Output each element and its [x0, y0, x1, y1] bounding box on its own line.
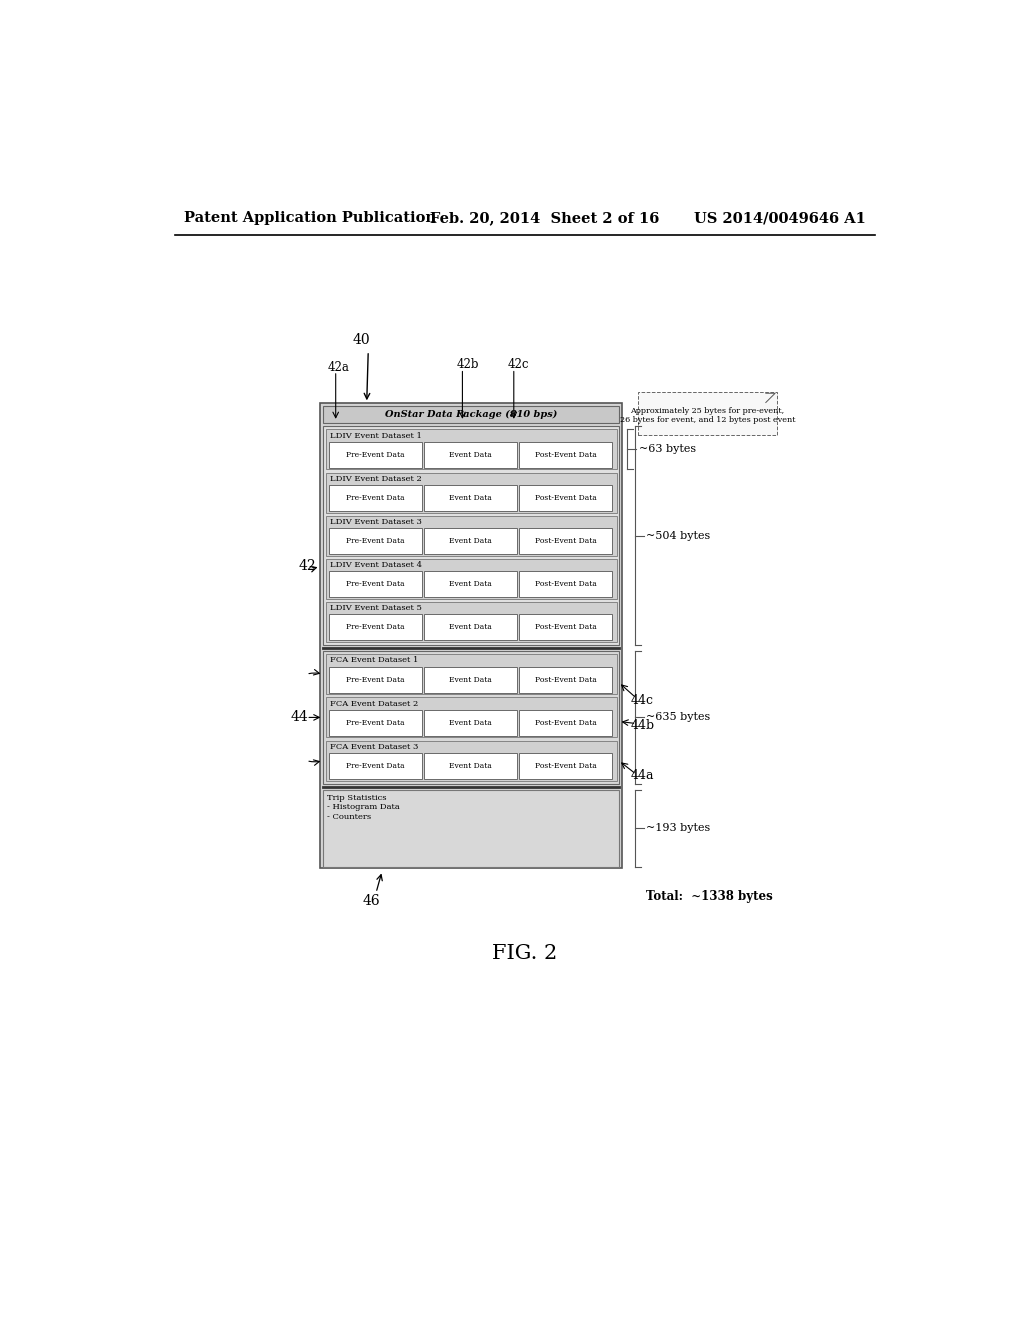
Bar: [329, 614, 422, 640]
Text: LDIV Event Dataset 2: LDIV Event Dataset 2: [330, 475, 421, 483]
Bar: [519, 752, 612, 779]
Bar: [329, 484, 422, 511]
Text: 42a: 42a: [328, 362, 350, 375]
Bar: [519, 528, 612, 554]
Bar: [324, 651, 620, 784]
Text: Pre-Event Data: Pre-Event Data: [346, 494, 404, 502]
Text: ~193 bytes: ~193 bytes: [646, 824, 711, 833]
Text: Pre-Event Data: Pre-Event Data: [346, 451, 404, 459]
Text: Event Data: Event Data: [450, 581, 492, 589]
Text: Event Data: Event Data: [450, 494, 492, 502]
Text: ~504 bytes: ~504 bytes: [646, 531, 711, 541]
Bar: [326, 655, 617, 694]
Text: Post-Event Data: Post-Event Data: [535, 623, 597, 631]
Text: Post-Event Data: Post-Event Data: [535, 494, 597, 502]
Bar: [424, 572, 517, 598]
Text: Pre-Event Data: Pre-Event Data: [346, 676, 404, 684]
Text: Total:  ~1338 bytes: Total: ~1338 bytes: [646, 890, 773, 903]
Text: Pre-Event Data: Pre-Event Data: [346, 537, 404, 545]
Bar: [329, 442, 422, 469]
Bar: [326, 516, 617, 556]
Bar: [329, 710, 422, 737]
Text: LDIV Event Dataset 1: LDIV Event Dataset 1: [330, 432, 421, 440]
Text: FIG. 2: FIG. 2: [493, 944, 557, 962]
Text: Event Data: Event Data: [450, 451, 492, 459]
Text: Approximately 25 bytes for pre-event,
26 bytes for event, and 12 bytes post even: Approximately 25 bytes for pre-event, 26…: [620, 407, 795, 424]
Text: Pre-Event Data: Pre-Event Data: [346, 762, 404, 770]
Text: 46: 46: [362, 894, 381, 908]
Bar: [424, 614, 517, 640]
Bar: [424, 710, 517, 737]
Text: Post-Event Data: Post-Event Data: [535, 581, 597, 589]
Bar: [321, 404, 623, 869]
Bar: [424, 484, 517, 511]
Text: Post-Event Data: Post-Event Data: [535, 537, 597, 545]
Bar: [519, 572, 612, 598]
Bar: [519, 442, 612, 469]
Text: US 2014/0049646 A1: US 2014/0049646 A1: [693, 211, 865, 226]
Text: Pre-Event Data: Pre-Event Data: [346, 581, 404, 589]
Text: LDIV Event Dataset 4: LDIV Event Dataset 4: [330, 561, 422, 569]
Text: Post-Event Data: Post-Event Data: [535, 762, 597, 770]
Text: Event Data: Event Data: [450, 719, 492, 727]
Bar: [424, 528, 517, 554]
Bar: [329, 528, 422, 554]
Text: Event Data: Event Data: [450, 623, 492, 631]
Text: Pre-Event Data: Pre-Event Data: [346, 719, 404, 727]
Bar: [326, 429, 617, 470]
Text: Event Data: Event Data: [450, 762, 492, 770]
Bar: [324, 407, 620, 424]
Bar: [329, 667, 422, 693]
Text: OnStar Data Package (810 bps): OnStar Data Package (810 bps): [385, 411, 557, 420]
Bar: [424, 442, 517, 469]
Text: - Counters: - Counters: [328, 813, 372, 821]
Bar: [326, 558, 617, 599]
Bar: [324, 426, 620, 645]
Text: 42: 42: [299, 560, 316, 573]
Text: ~63 bytes: ~63 bytes: [639, 445, 696, 454]
Bar: [424, 752, 517, 779]
Bar: [326, 473, 617, 512]
Text: ~635 bytes: ~635 bytes: [646, 713, 711, 722]
Bar: [424, 667, 517, 693]
Bar: [324, 789, 620, 867]
Text: 44b: 44b: [631, 718, 655, 731]
Bar: [329, 572, 422, 598]
Text: Event Data: Event Data: [450, 676, 492, 684]
Text: 40: 40: [352, 333, 371, 347]
Bar: [326, 602, 617, 642]
Text: 44: 44: [291, 710, 308, 725]
Text: LDIV Event Dataset 5: LDIV Event Dataset 5: [330, 605, 421, 612]
Text: - Histogram Data: - Histogram Data: [328, 803, 400, 810]
Text: 42c: 42c: [508, 358, 529, 371]
Text: Post-Event Data: Post-Event Data: [535, 719, 597, 727]
Text: 44c: 44c: [631, 694, 654, 708]
Text: FCA Event Dataset 1: FCA Event Dataset 1: [330, 656, 418, 664]
Text: FCA Event Dataset 3: FCA Event Dataset 3: [330, 743, 418, 751]
Text: FCA Event Dataset 2: FCA Event Dataset 2: [330, 700, 418, 708]
Text: Patent Application Publication: Patent Application Publication: [183, 211, 436, 226]
Text: Feb. 20, 2014  Sheet 2 of 16: Feb. 20, 2014 Sheet 2 of 16: [430, 211, 659, 226]
Bar: [519, 667, 612, 693]
Bar: [519, 710, 612, 737]
Text: 44a: 44a: [631, 770, 654, 783]
Text: Trip Statistics: Trip Statistics: [328, 793, 387, 801]
Bar: [519, 614, 612, 640]
Text: LDIV Event Dataset 3: LDIV Event Dataset 3: [330, 517, 421, 525]
Text: Pre-Event Data: Pre-Event Data: [346, 623, 404, 631]
Text: Post-Event Data: Post-Event Data: [535, 676, 597, 684]
Bar: [326, 741, 617, 780]
Bar: [519, 484, 612, 511]
Text: 42b: 42b: [457, 358, 478, 371]
Text: Event Data: Event Data: [450, 537, 492, 545]
Bar: [329, 752, 422, 779]
Text: Post-Event Data: Post-Event Data: [535, 451, 597, 459]
FancyBboxPatch shape: [638, 392, 776, 434]
Bar: [326, 697, 617, 738]
